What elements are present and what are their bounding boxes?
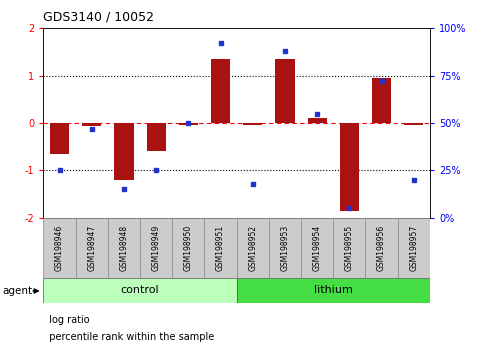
Bar <box>269 218 301 278</box>
Bar <box>179 123 198 125</box>
Bar <box>114 123 134 180</box>
Text: GSM198951: GSM198951 <box>216 225 225 271</box>
Bar <box>404 123 424 125</box>
Text: GSM198956: GSM198956 <box>377 225 386 271</box>
Bar <box>237 218 269 278</box>
Bar <box>237 278 430 303</box>
Text: GDS3140 / 10052: GDS3140 / 10052 <box>43 10 155 23</box>
Text: control: control <box>121 285 159 295</box>
Bar <box>82 123 101 126</box>
Bar <box>243 123 262 125</box>
Bar <box>333 218 366 278</box>
Text: GSM198955: GSM198955 <box>345 225 354 271</box>
Bar <box>76 218 108 278</box>
Text: GSM198947: GSM198947 <box>87 225 96 271</box>
Bar <box>340 123 359 211</box>
Bar <box>108 218 140 278</box>
Text: GSM198948: GSM198948 <box>119 225 128 271</box>
Bar <box>372 78 391 123</box>
Text: GSM198949: GSM198949 <box>152 225 161 271</box>
Text: percentile rank within the sample: percentile rank within the sample <box>43 332 215 342</box>
Text: lithium: lithium <box>314 285 353 295</box>
Bar <box>140 218 172 278</box>
Bar <box>211 59 230 123</box>
Bar <box>43 278 237 303</box>
Text: log ratio: log ratio <box>43 315 90 325</box>
Text: GSM198946: GSM198946 <box>55 225 64 271</box>
Text: GSM198952: GSM198952 <box>248 225 257 271</box>
Text: agent: agent <box>2 286 32 296</box>
Bar <box>308 118 327 123</box>
Text: GSM198950: GSM198950 <box>184 225 193 271</box>
Bar <box>204 218 237 278</box>
Bar <box>146 123 166 152</box>
Bar <box>43 218 76 278</box>
Bar <box>398 218 430 278</box>
Text: GSM198953: GSM198953 <box>281 225 289 271</box>
Bar <box>172 218 204 278</box>
Bar <box>50 123 69 154</box>
Text: GSM198957: GSM198957 <box>409 225 418 271</box>
Bar <box>275 59 295 123</box>
Bar <box>366 218 398 278</box>
Text: GSM198954: GSM198954 <box>313 225 322 271</box>
Bar <box>301 218 333 278</box>
